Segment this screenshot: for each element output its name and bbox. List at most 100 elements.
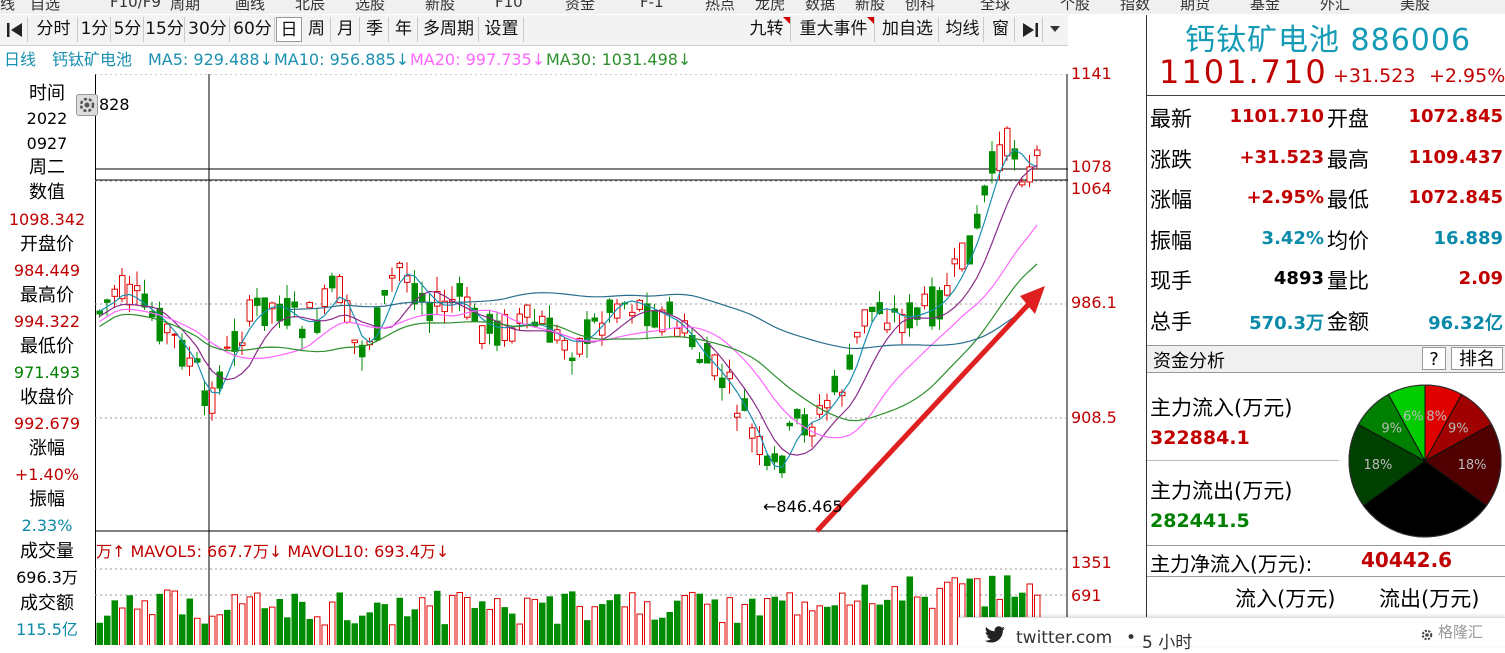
volume-bar [494, 598, 501, 645]
top-menu-item[interactable]: 美股 [1400, 0, 1431, 13]
quote-v1-4: 4893 [1273, 268, 1324, 289]
candle [651, 309, 658, 328]
period-tab-11[interactable]: 多周期 [419, 17, 479, 42]
caret-down-icon[interactable] [1044, 17, 1066, 42]
volume-bar [906, 576, 913, 645]
pie-slice-label: 8% [1426, 409, 1447, 424]
top-menu-item[interactable]: 自选 [30, 0, 61, 13]
candle [974, 213, 981, 229]
volume-bar [891, 586, 898, 645]
toolbar-button-label: 重大事件 [799, 19, 868, 39]
toolbar-button-2[interactable]: 加自选 [877, 17, 939, 42]
volume-bar [869, 603, 876, 645]
volume-bar [951, 577, 958, 645]
top-menu-item[interactable]: 期货 [1180, 0, 1211, 13]
top-menu-item[interactable]: 新股 [425, 0, 456, 13]
candle [906, 302, 913, 329]
high-label: 最高价 [20, 285, 74, 306]
volume-bar [734, 622, 741, 645]
volume-bar [606, 600, 613, 645]
period-tab-3[interactable]: 15分 [145, 17, 185, 42]
volume-bar [389, 624, 396, 645]
top-menu-item[interactable]: 画线 [235, 0, 266, 13]
twitter-notification[interactable]: twitter.com • 5 小时 格隆汇 [958, 617, 1505, 653]
toolbar-button-4[interactable]: 窗 [987, 17, 1015, 42]
top-menu-item[interactable]: F-1 [640, 0, 664, 11]
volume-bar [546, 596, 553, 645]
open-value: 984.449 [13, 261, 81, 280]
top-menu-item[interactable]: 基金 [1250, 0, 1281, 13]
volume-bar [434, 590, 441, 645]
top-menu-item[interactable]: 龙虎 [755, 0, 786, 13]
ma5-value: MA5: 929.488↓ [148, 50, 273, 69]
toolbar-button-0[interactable]: 九转 [743, 17, 791, 42]
period-tab-12[interactable]: 设置 [480, 17, 524, 42]
step-back-icon[interactable] [2, 17, 28, 42]
volume-bar [246, 596, 253, 645]
volume-bar [809, 610, 816, 645]
period-tab-1[interactable]: 1分 [79, 17, 111, 42]
volume-bar [531, 599, 538, 645]
kline-type[interactable]: 日线 [4, 50, 37, 69]
gear-icon[interactable] [76, 94, 98, 116]
candle [831, 375, 838, 393]
top-menu-item[interactable]: 个股 [1060, 0, 1091, 13]
top-menu-item[interactable]: 线 [0, 0, 16, 13]
candle [1004, 127, 1011, 157]
volume-value: 696.3万 [16, 568, 78, 587]
volume-bar [861, 584, 868, 645]
period-tab-10[interactable]: 年 [390, 17, 418, 42]
top-menu-item[interactable]: 北辰 [295, 0, 326, 13]
candle [524, 304, 531, 318]
volume-bar [674, 600, 681, 645]
candle [921, 293, 928, 307]
toolbar-button-1[interactable]: 重大事件 [793, 17, 875, 42]
top-menu-item[interactable]: 周期 [170, 0, 201, 13]
candle [509, 327, 516, 342]
step-forward-icon[interactable] [1017, 17, 1043, 42]
top-menu-item[interactable]: 创科 [905, 0, 936, 13]
amount-value: 115.5亿 [16, 620, 78, 639]
gear-icon[interactable] [1420, 628, 1434, 642]
help-button[interactable]: ? [1422, 347, 1446, 370]
volume-bar [659, 617, 666, 645]
period-tab-6[interactable]: 日 [276, 17, 302, 42]
top-menu-item[interactable]: 热点 [705, 0, 736, 13]
top-menu-item[interactable]: 外汇 [1320, 0, 1351, 13]
volume-bar [306, 618, 313, 645]
candle [779, 455, 786, 474]
top-menu-item[interactable]: F10 [495, 0, 523, 11]
volume-bar [171, 590, 178, 645]
watermark: 格隆汇 [1438, 623, 1484, 641]
period-tab-4[interactable]: 30分 [186, 17, 230, 42]
period-tab-7[interactable]: 周 [303, 17, 331, 42]
volume-bar [876, 604, 883, 645]
candle [786, 422, 793, 427]
top-menu-item[interactable]: 全球 [980, 0, 1011, 13]
amplitude-value: 2.33% [21, 516, 73, 535]
candle [959, 242, 966, 270]
volume-bar [1004, 575, 1011, 645]
volume-bar [816, 605, 823, 645]
period-tab-5[interactable]: 60分 [231, 17, 275, 42]
top-menu-item[interactable]: F10/F9 [110, 0, 161, 11]
quote-v2-5: 96.32亿 [1428, 312, 1503, 334]
toolbar-button-3[interactable]: 均线 [942, 17, 984, 42]
volume-bar [134, 608, 141, 645]
top-menu-item[interactable]: 新股 [855, 0, 886, 13]
period-tab-2[interactable]: 5分 [112, 17, 144, 42]
period-tab-9[interactable]: 季 [361, 17, 389, 42]
period-tab-8[interactable]: 月 [332, 17, 360, 42]
quote-l1-4: 现手 [1150, 269, 1192, 293]
kline-chart[interactable] [95, 74, 1068, 645]
top-menu-item[interactable]: 资金 [565, 0, 596, 13]
candle [944, 285, 951, 296]
top-menu-item[interactable]: 指数 [1120, 0, 1151, 13]
rank-button[interactable]: 排名 [1451, 347, 1503, 370]
volume-bar [374, 602, 381, 645]
quote-change: +31.523 [1333, 65, 1416, 87]
period-tab-0[interactable]: 分时 [30, 17, 78, 42]
top-menu-item[interactable]: 数据 [805, 0, 836, 13]
candle [749, 427, 756, 439]
top-menu-item[interactable]: 选股 [355, 0, 386, 13]
